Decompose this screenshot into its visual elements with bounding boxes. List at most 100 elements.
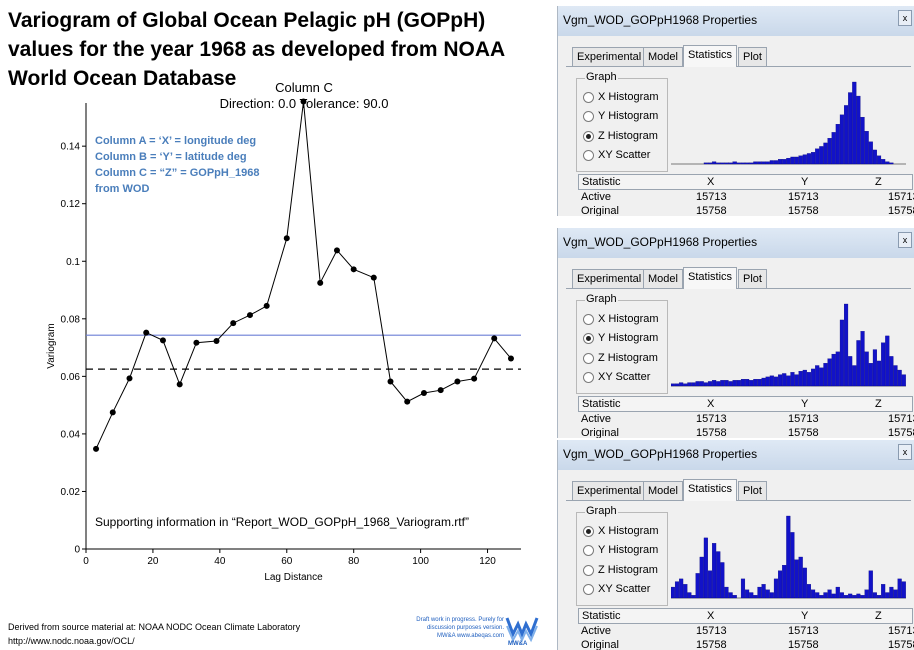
statistics-histogram: [671, 303, 906, 387]
option-x-histogram[interactable]: X Histogram: [583, 525, 659, 539]
variogram-point: [109, 409, 116, 416]
option-y-histogram[interactable]: Y Histogram: [583, 544, 658, 558]
histogram-bar: [773, 578, 779, 599]
radio-icon[interactable]: [583, 564, 594, 576]
option-y-histogram[interactable]: Y Histogram: [583, 332, 658, 346]
variogram-point: [404, 398, 411, 405]
header-statistic: Statistic: [582, 610, 621, 622]
option-xy-scatter[interactable]: XY Scatter: [583, 149, 650, 163]
histogram-bar: [786, 515, 791, 599]
histogram-bar: [868, 570, 873, 599]
variogram-point: [176, 381, 183, 388]
graph-group: Graph X Histogram Y Histogram Z Histogra…: [576, 293, 668, 394]
option-z-histogram[interactable]: Z Histogram: [583, 564, 658, 578]
draft-line: Draft work in progress. Purely for: [416, 617, 504, 623]
radio-icon[interactable]: [583, 544, 594, 556]
histogram-bar: [848, 92, 853, 165]
histogram-bar: [872, 592, 877, 599]
group-label: Graph: [585, 505, 618, 517]
histogram-bar: [753, 161, 758, 165]
dialog-titlebar[interactable]: Vgm_WOD_GOPpH1968 Properties x: [558, 440, 914, 470]
tab-experimental[interactable]: Experimental: [572, 47, 647, 66]
histogram-bar: [707, 381, 713, 387]
option-x-histogram[interactable]: X Histogram: [583, 91, 659, 105]
radio-icon[interactable]: [583, 91, 594, 103]
histogram-bar: [815, 365, 820, 387]
cell-y: 15758: [788, 639, 819, 650]
properties-dialog-z: Vgm_WOD_GOPpH1968 Properties x Experimen…: [557, 6, 914, 216]
option-z-histogram[interactable]: Z Histogram: [583, 130, 658, 144]
option-label: X Histogram: [598, 313, 659, 325]
radio-icon[interactable]: [583, 332, 594, 344]
option-z-histogram[interactable]: Z Histogram: [583, 352, 658, 366]
histogram-bar: [885, 592, 890, 599]
histogram-bar: [707, 570, 713, 599]
histogram-bar: [794, 559, 799, 599]
tab-model[interactable]: Model: [643, 481, 683, 500]
tab-plot[interactable]: Plot: [738, 269, 767, 288]
histogram-bar: [699, 556, 704, 599]
variogram-point: [491, 335, 498, 342]
histogram-bar: [815, 148, 820, 165]
option-label: X Histogram: [598, 525, 659, 537]
y-tick-label: 0.02: [61, 487, 81, 498]
header-z: Z: [875, 610, 882, 622]
histogram-bar: [695, 573, 700, 599]
histogram-bar: [683, 584, 688, 599]
histogram-bar: [736, 380, 741, 387]
dialog-titlebar[interactable]: Vgm_WOD_GOPpH1968 Properties x: [558, 228, 914, 258]
histogram-bar: [786, 157, 791, 165]
tab-plot[interactable]: Plot: [738, 47, 767, 66]
statistics-table: Statistic X Y Z Active 15713 15713 15713…: [578, 174, 914, 216]
histogram-bar: [864, 131, 869, 165]
histogram-bar: [802, 154, 807, 165]
close-icon[interactable]: x: [898, 10, 912, 26]
histogram-bar: [786, 375, 791, 387]
close-icon[interactable]: x: [898, 232, 912, 248]
histogram-bar: [761, 161, 766, 165]
histogram-bar: [773, 160, 779, 165]
tab-statistics[interactable]: Statistics: [683, 45, 738, 67]
close-icon[interactable]: x: [898, 444, 912, 460]
header-y: Y: [801, 610, 809, 622]
radio-icon[interactable]: [583, 313, 594, 325]
radio-icon[interactable]: [583, 130, 594, 142]
histogram-bar: [852, 81, 857, 165]
option-xy-scatter[interactable]: XY Scatter: [583, 583, 650, 597]
chart-title: Column C: [275, 80, 333, 95]
tab-statistics[interactable]: Statistics: [683, 267, 738, 289]
histogram-bar: [732, 161, 737, 165]
histogram-bar: [683, 383, 688, 387]
dialog-titlebar[interactable]: Vgm_WOD_GOPpH1968 Properties x: [558, 6, 914, 36]
radio-icon[interactable]: [583, 583, 594, 595]
histogram-bar: [798, 155, 803, 165]
histogram-bar: [897, 369, 902, 387]
option-label: Y Histogram: [598, 110, 659, 122]
histogram-bar: [716, 551, 721, 599]
tab-statistics[interactable]: Statistics: [683, 479, 738, 501]
radio-icon[interactable]: [583, 525, 594, 537]
radio-icon[interactable]: [583, 352, 594, 364]
x-axis-title: Lag Distance: [264, 572, 323, 583]
tab-model[interactable]: Model: [643, 269, 683, 288]
histogram-bar: [831, 132, 836, 165]
x-tick-label: 80: [348, 556, 360, 567]
histogram-bar: [876, 595, 882, 599]
tab-model[interactable]: Model: [643, 47, 683, 66]
x-tick-label: 100: [412, 556, 429, 567]
tab-experimental[interactable]: Experimental: [572, 269, 647, 288]
tab-plot[interactable]: Plot: [738, 481, 767, 500]
footer-link[interactable]: http://www.nodc.noaa.gov/OCL/: [8, 636, 135, 646]
option-x-histogram[interactable]: X Histogram: [583, 313, 659, 327]
radio-icon[interactable]: [583, 371, 594, 383]
slide-title-line: World Ocean Database: [8, 67, 237, 90]
radio-icon[interactable]: [583, 149, 594, 161]
option-y-histogram[interactable]: Y Histogram: [583, 110, 658, 124]
histogram-bar: [811, 589, 816, 599]
radio-icon[interactable]: [583, 110, 594, 122]
tab-experimental[interactable]: Experimental: [572, 481, 647, 500]
histogram-bar: [765, 589, 770, 599]
cell-y: 15713: [788, 191, 819, 203]
option-xy-scatter[interactable]: XY Scatter: [583, 371, 650, 385]
histogram-bar: [728, 381, 733, 387]
